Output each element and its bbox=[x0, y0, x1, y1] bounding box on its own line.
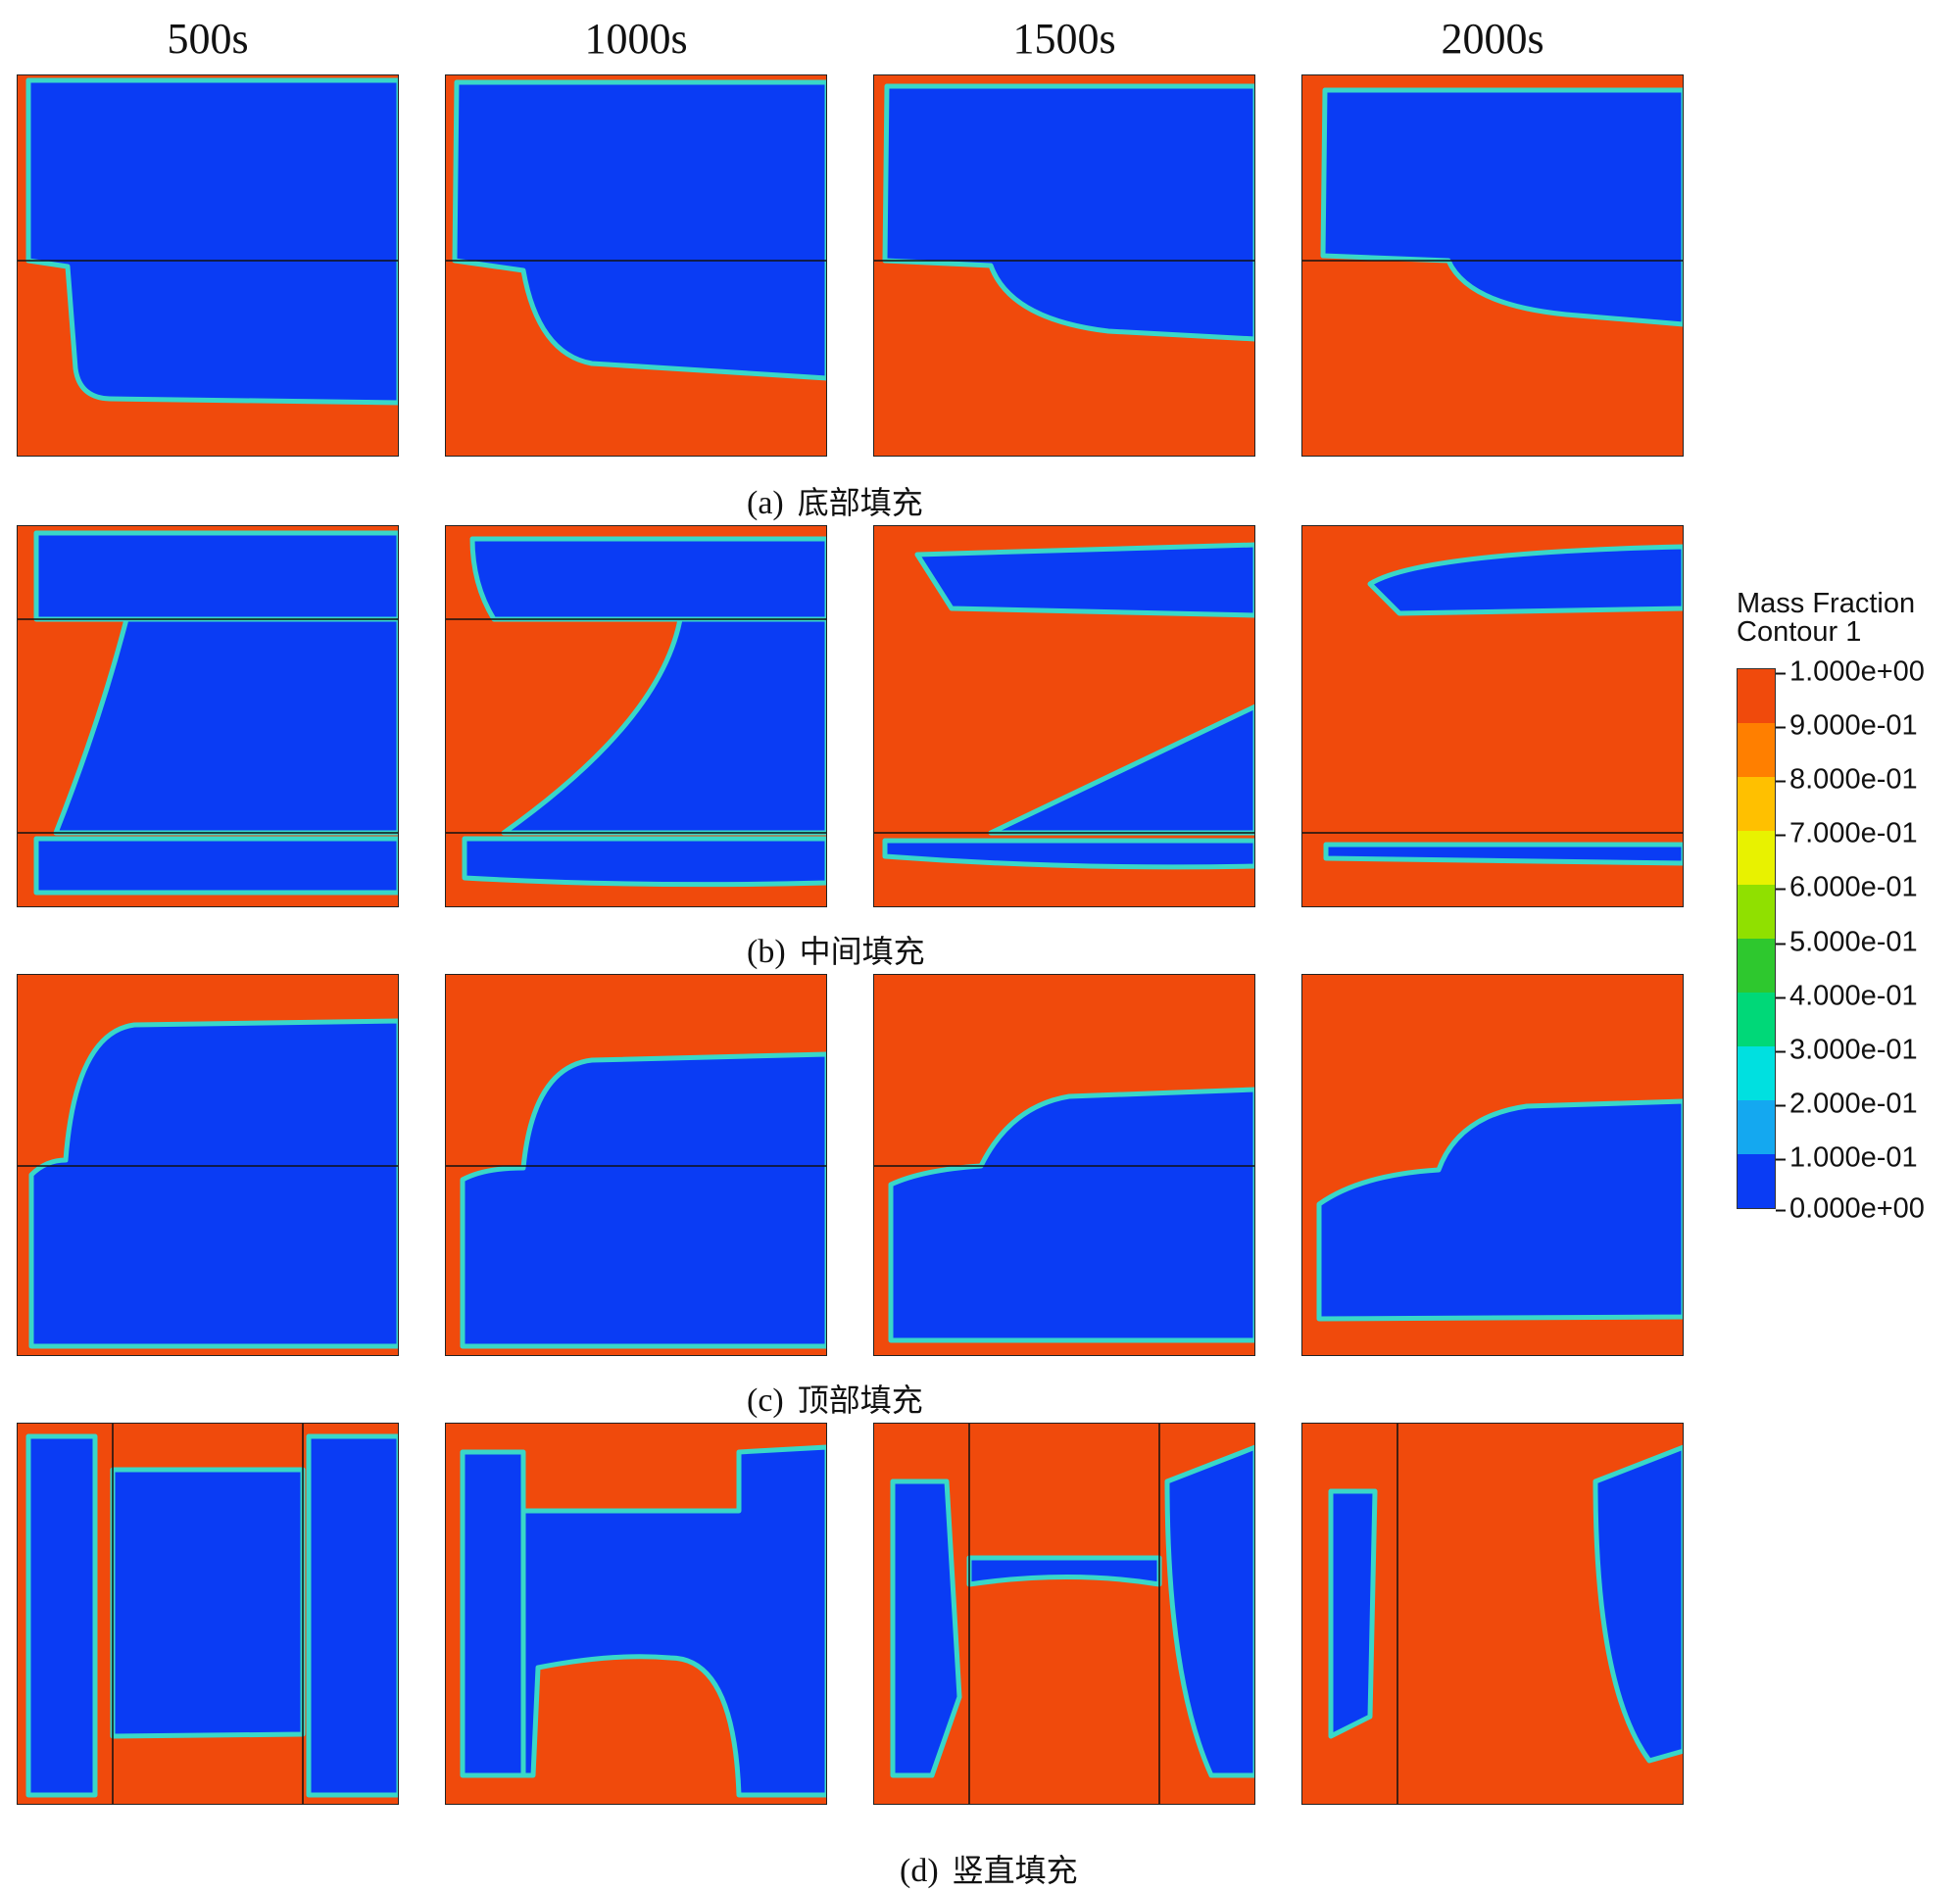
legend-subtitle: Contour 1 bbox=[1737, 616, 1862, 648]
low-fraction-region bbox=[110, 1467, 306, 1739]
row-caption-b: (b) 中间填充 bbox=[747, 933, 925, 970]
low-fraction-region bbox=[520, 1444, 827, 1798]
row-caption-a: (a) 底部填充 bbox=[747, 484, 923, 521]
low-fraction-region bbox=[452, 79, 827, 381]
legend-color-band bbox=[1738, 1154, 1775, 1208]
panel-border bbox=[1301, 525, 1684, 907]
row-caption-d: (d) 竖直填充 bbox=[900, 1852, 1078, 1889]
legend-color-band bbox=[1738, 831, 1775, 885]
low-fraction-region bbox=[882, 838, 1255, 870]
low-fraction-region bbox=[25, 1433, 98, 1798]
panel-border bbox=[1301, 1423, 1684, 1805]
panel-border bbox=[17, 74, 399, 457]
legend-tick: 1.000e-01 bbox=[1776, 1141, 1918, 1174]
contour-panel-c-1500s bbox=[873, 974, 1255, 1356]
legend-color-band bbox=[1738, 723, 1775, 777]
contour-panel-b-1500s bbox=[873, 525, 1255, 907]
panel-border bbox=[873, 525, 1255, 907]
legend-tick: 0.000e+00 bbox=[1776, 1192, 1925, 1225]
legend-tick: 2.000e-01 bbox=[1776, 1088, 1918, 1120]
legend-tick: 4.000e-01 bbox=[1776, 980, 1918, 1012]
low-fraction-region bbox=[460, 1449, 526, 1778]
legend-color-band bbox=[1738, 993, 1775, 1046]
legend-tick: 1.000e+00 bbox=[1776, 655, 1925, 688]
contour-panel-a-1000s bbox=[445, 74, 827, 457]
panel-border bbox=[445, 974, 827, 1356]
contour-panel-c-1000s bbox=[445, 974, 827, 1356]
panel-border bbox=[17, 525, 399, 907]
row-caption-c: (c) 顶部填充 bbox=[747, 1382, 923, 1419]
low-fraction-region bbox=[33, 836, 399, 896]
panel-border bbox=[1301, 974, 1684, 1356]
column-title-1000s: 1000s bbox=[584, 15, 688, 63]
legend-tick: 6.000e-01 bbox=[1776, 871, 1918, 903]
low-fraction-region bbox=[966, 1555, 1162, 1587]
low-fraction-region bbox=[1164, 1444, 1255, 1778]
panel-border bbox=[445, 525, 827, 907]
low-fraction-region bbox=[469, 536, 827, 622]
mass-fraction-legend: Mass Fraction Contour 1 1.000e+00 9.000e… bbox=[1737, 590, 1957, 1236]
legend-tick: 7.000e-01 bbox=[1776, 817, 1918, 849]
contour-panel-d-500s bbox=[17, 1423, 399, 1805]
column-title-500s: 500s bbox=[167, 15, 249, 63]
low-fraction-region bbox=[462, 836, 827, 888]
panel-border bbox=[17, 1423, 399, 1805]
contour-panel-d-2000s bbox=[1301, 1423, 1684, 1805]
panel-border bbox=[873, 974, 1255, 1356]
low-fraction-region bbox=[25, 77, 399, 406]
column-title-2000s: 2000s bbox=[1441, 15, 1544, 63]
panel-border bbox=[873, 74, 1255, 457]
panel-border bbox=[445, 74, 827, 457]
legend-title: Mass Fraction bbox=[1737, 588, 1916, 619]
column-title-1500s: 1500s bbox=[1012, 15, 1116, 63]
legend-color-band bbox=[1738, 1100, 1775, 1154]
contour-panel-a-500s bbox=[17, 74, 399, 457]
low-fraction-region bbox=[1323, 842, 1684, 866]
contour-panel-b-1000s bbox=[445, 525, 827, 907]
contour-panel-d-1000s bbox=[445, 1423, 827, 1805]
low-fraction-region bbox=[888, 1087, 1255, 1343]
low-fraction-region bbox=[914, 542, 1255, 618]
legend-color-band bbox=[1738, 939, 1775, 993]
low-fraction-region bbox=[1316, 1098, 1684, 1322]
panel-border bbox=[17, 974, 399, 1356]
legend-tick: 3.000e-01 bbox=[1776, 1034, 1918, 1066]
low-fraction-region bbox=[28, 1018, 399, 1349]
legend-color-band bbox=[1738, 777, 1775, 831]
contour-panel-b-500s bbox=[17, 525, 399, 907]
low-fraction-region bbox=[306, 1433, 399, 1798]
legend-color-band bbox=[1738, 669, 1775, 723]
contour-panel-a-2000s bbox=[1301, 74, 1684, 457]
legend-color-bar bbox=[1737, 668, 1776, 1209]
low-fraction-region bbox=[33, 530, 399, 622]
contour-panel-c-2000s bbox=[1301, 974, 1684, 1356]
legend-tick: 5.000e-01 bbox=[1776, 926, 1918, 958]
low-fraction-region bbox=[1328, 1488, 1378, 1739]
legend-color-band bbox=[1738, 1046, 1775, 1100]
contour-panel-a-1500s bbox=[873, 74, 1255, 457]
low-fraction-region bbox=[890, 1479, 962, 1778]
legend-tick: 8.000e-01 bbox=[1776, 763, 1918, 796]
panel-border bbox=[873, 1423, 1255, 1805]
panel-border bbox=[445, 1423, 827, 1805]
low-fraction-region bbox=[1320, 87, 1684, 327]
legend-color-band bbox=[1738, 885, 1775, 939]
panel-border bbox=[1301, 74, 1684, 457]
legend-tick: 9.000e-01 bbox=[1776, 709, 1918, 742]
low-fraction-region bbox=[882, 83, 1255, 342]
contour-panel-d-1500s bbox=[873, 1423, 1255, 1805]
contour-panel-b-2000s bbox=[1301, 525, 1684, 907]
contour-panel-c-500s bbox=[17, 974, 399, 1356]
low-fraction-region bbox=[1592, 1444, 1684, 1764]
low-fraction-region bbox=[460, 1051, 827, 1349]
